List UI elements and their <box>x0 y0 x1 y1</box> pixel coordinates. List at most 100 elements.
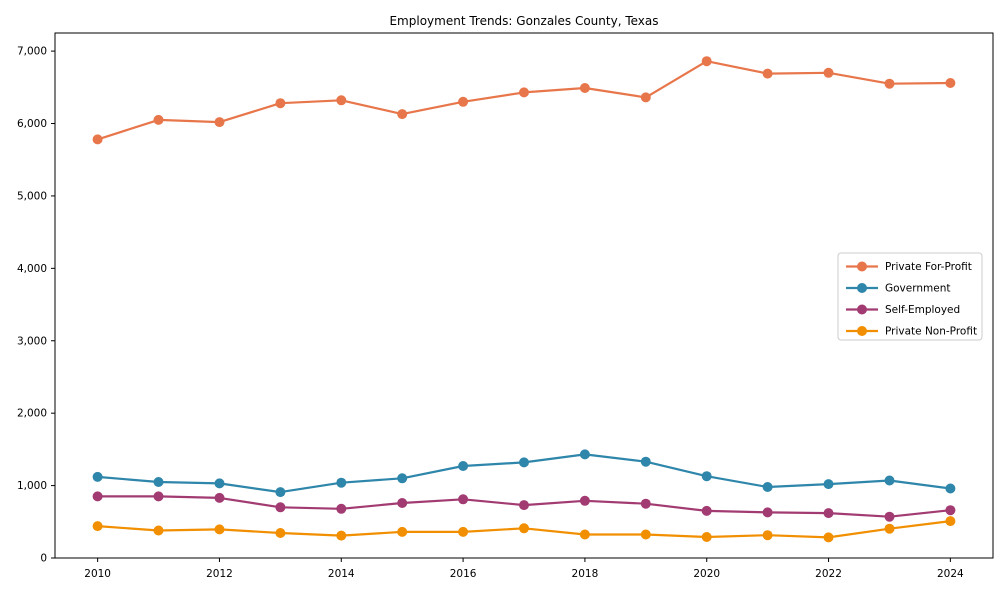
legend-marker-sample <box>857 283 867 293</box>
x-tick-label: 2016 <box>450 568 477 580</box>
data-point-marker <box>214 117 225 128</box>
plot-border <box>54 32 994 559</box>
data-point-marker <box>92 521 103 532</box>
legend-marker-sample <box>857 304 867 315</box>
data-point-marker <box>519 457 529 468</box>
data-point-marker <box>579 449 590 460</box>
data-point-marker <box>884 78 895 89</box>
data-point-marker <box>945 78 956 88</box>
legend-item-self-employed: Self-Employed <box>846 304 960 316</box>
data-point-marker <box>214 478 225 489</box>
data-point-marker <box>701 471 712 482</box>
data-point-marker <box>762 68 773 79</box>
data-point-marker <box>397 498 408 508</box>
data-point-marker <box>579 529 590 540</box>
legend-box <box>837 252 983 341</box>
y-tick-label: 5,000 <box>17 190 47 202</box>
data-point-marker <box>884 523 895 534</box>
legend-label: Government <box>885 283 950 295</box>
x-tick-label: 2018 <box>572 568 599 580</box>
data-point-marker <box>458 96 469 107</box>
data-point-marker <box>640 529 651 540</box>
x-tick-label: 2024 <box>937 568 964 580</box>
y-tick-label: 6,000 <box>17 118 47 130</box>
legend-label: Private Non-Profit <box>885 326 977 338</box>
data-point-marker <box>823 532 834 543</box>
data-point-marker <box>397 473 408 484</box>
data-point-marker <box>640 92 651 103</box>
data-point-marker <box>153 491 164 502</box>
data-point-marker <box>397 526 408 537</box>
x-tick-label: 2014 <box>328 568 355 580</box>
data-point-marker <box>214 492 225 503</box>
data-point-marker <box>640 456 651 467</box>
data-point-marker <box>701 532 712 542</box>
data-point-marker <box>275 487 286 498</box>
legend-label: Self-Employed <box>885 304 960 316</box>
data-point-marker <box>336 503 347 514</box>
data-point-marker <box>92 491 103 502</box>
data-point-marker <box>945 516 956 527</box>
data-point-marker <box>458 494 469 505</box>
data-point-marker <box>762 507 773 518</box>
y-tick-label: 4,000 <box>17 263 47 275</box>
series-government <box>92 449 956 498</box>
data-point-marker <box>884 511 895 522</box>
data-point-marker <box>92 471 103 482</box>
data-point-marker <box>214 524 225 535</box>
data-point-marker <box>336 530 347 541</box>
data-point-marker <box>275 528 286 538</box>
data-point-marker <box>519 523 529 534</box>
series-private-non-profit <box>92 516 956 543</box>
data-point-marker <box>640 498 651 509</box>
y-tick-label: 0 <box>40 553 47 565</box>
y-tick-label: 2,000 <box>17 408 47 420</box>
x-tick-label: 2022 <box>815 568 842 580</box>
data-point-marker <box>701 56 712 67</box>
data-point-marker <box>275 502 286 513</box>
series-lines <box>92 56 956 543</box>
legend-label: Private For-Profit <box>885 261 972 273</box>
data-point-marker <box>579 495 590 506</box>
legend: Private For-Profit Government Self-Employe… <box>837 252 983 341</box>
data-point-marker <box>762 482 773 492</box>
data-point-marker <box>336 95 347 106</box>
plot-area: 0 1,000 2,000 3,000 4,000 5,000 6,000 7,000 201… <box>17 32 994 580</box>
legend-marker-sample <box>857 326 867 336</box>
data-point-marker <box>823 508 834 519</box>
data-point-marker <box>458 526 469 537</box>
data-point-marker <box>945 505 956 516</box>
data-point-marker <box>458 461 469 471</box>
y-tick-label: 1,000 <box>17 480 47 492</box>
data-point-marker <box>579 83 590 93</box>
data-point-marker <box>519 500 529 511</box>
y-axis-ticks: 0 1,000 2,000 3,000 4,000 5,000 6,000 7,000 <box>17 46 55 565</box>
y-tick-label: 7,000 <box>17 46 47 58</box>
x-axis-ticks: 2010 2012 2014 2016 2018 2020 2022 2024 <box>84 558 964 580</box>
data-point-marker <box>153 114 164 125</box>
y-tick-label: 3,000 <box>17 335 47 347</box>
series-self-employed <box>92 491 956 522</box>
x-tick-label: 2010 <box>84 568 111 580</box>
data-point-marker <box>153 525 164 536</box>
data-point-marker <box>823 67 834 78</box>
data-point-marker <box>945 483 956 494</box>
data-point-marker <box>519 87 529 98</box>
x-tick-label: 2020 <box>693 568 720 580</box>
data-point-marker <box>336 477 347 488</box>
data-point-marker <box>823 479 834 490</box>
legend-item-private-for-profit: Private For-Profit <box>846 261 972 273</box>
data-point-marker <box>762 530 773 541</box>
data-point-marker <box>884 475 895 486</box>
legend-item-government: Government <box>846 283 950 295</box>
data-point-marker <box>275 98 286 109</box>
legend-item-private-non-profit: Private Non-Profit <box>846 326 977 338</box>
chart-title: Employment Trends: Gonzales County, Texa… <box>389 14 658 28</box>
series-private-for-profit <box>92 56 956 145</box>
data-point-marker <box>701 505 712 516</box>
x-tick-label: 2012 <box>206 568 233 580</box>
data-point-marker <box>92 134 103 145</box>
legend-marker-sample <box>857 261 867 272</box>
